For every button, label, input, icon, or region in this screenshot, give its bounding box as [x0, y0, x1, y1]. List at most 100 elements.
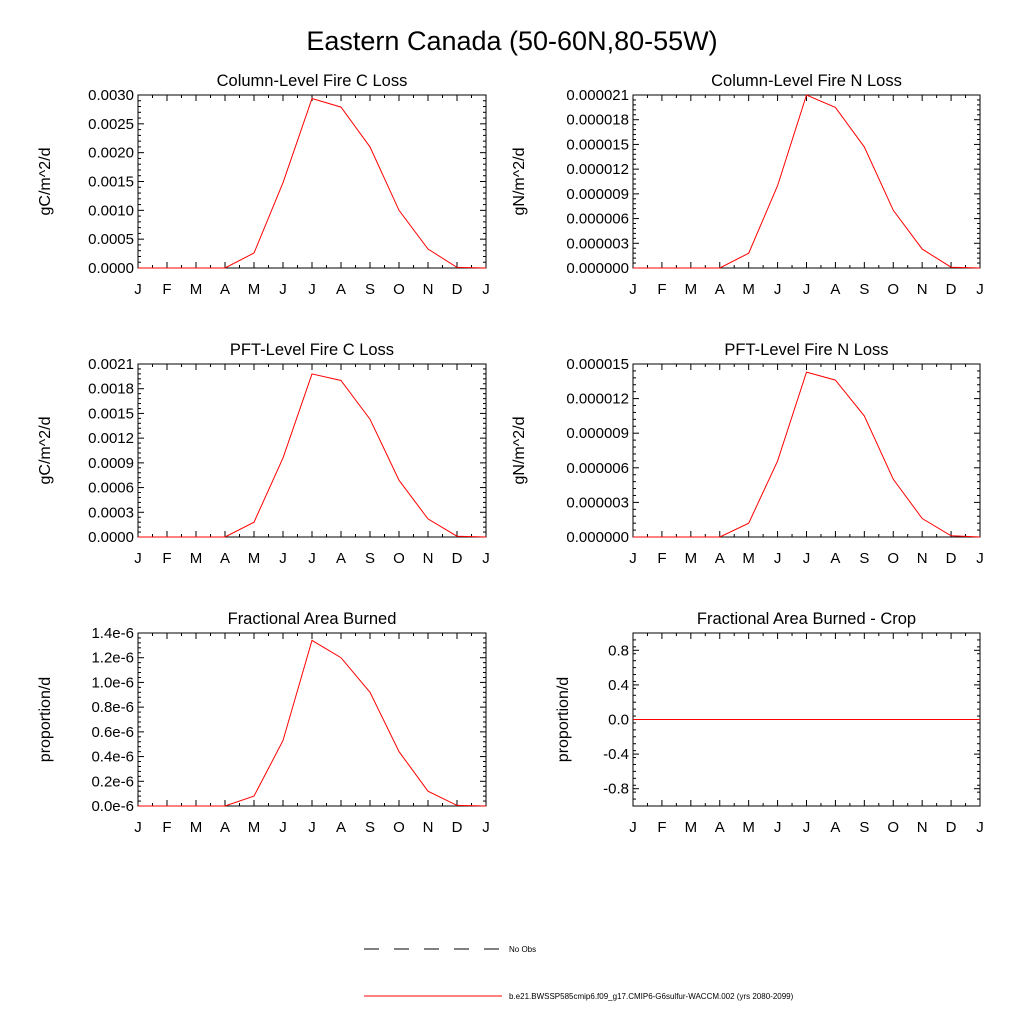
x-tick-label: N — [423, 550, 434, 567]
y-axis-label: proportion/d — [37, 677, 54, 762]
x-tick-label: J — [976, 550, 984, 567]
y-tick-label: 0.000012 — [566, 391, 629, 408]
x-tick-label: S — [365, 550, 375, 567]
x-tick-label: J — [279, 550, 287, 567]
y-tick-label: 0.0005 — [88, 231, 134, 248]
x-tick-label: D — [452, 550, 463, 567]
x-tick-label: A — [220, 281, 230, 298]
x-tick-label: J — [482, 819, 490, 836]
x-tick-label: M — [190, 281, 203, 298]
x-tick-label: M — [248, 281, 261, 298]
x-tick-label: F — [657, 550, 666, 567]
y-tick-label: 0.0000 — [88, 529, 134, 546]
y-tick-label: 0.0015 — [88, 405, 134, 422]
plot-frame — [137, 632, 487, 807]
y-tick-label: 0.000015 — [566, 356, 629, 373]
y-tick-label: -0.8 — [603, 781, 629, 798]
panel-title: PFT-Level Fire C Loss — [230, 341, 394, 359]
y-tick-label: 0.0009 — [88, 455, 134, 472]
series-line-1 — [633, 371, 981, 538]
x-tick-label: J — [134, 550, 142, 567]
x-tick-label: A — [830, 819, 840, 836]
y-tick-label: 0.0003 — [88, 504, 134, 521]
y-tick-label: -0.4 — [603, 746, 629, 763]
x-tick-label: S — [859, 550, 869, 567]
y-tick-label: 0.2e-6 — [91, 773, 134, 790]
y-tick-label: 0.4e-6 — [91, 749, 134, 766]
x-tick-label: J — [482, 550, 490, 567]
series-line-1 — [138, 97, 487, 269]
y-tick-label: 0.0000 — [88, 260, 134, 277]
series-line-1 — [633, 94, 981, 269]
x-tick-label: O — [393, 550, 405, 567]
y-axis-label: gN/m^2/d — [511, 417, 528, 485]
x-tick-label: N — [917, 550, 928, 567]
x-tick-label: M — [190, 550, 203, 567]
x-tick-label: M — [190, 819, 203, 836]
y-tick-label: 0.000000 — [566, 529, 629, 546]
x-tick-label: S — [365, 281, 375, 298]
x-tick-label: J — [803, 281, 811, 298]
y-tick-label: 0.000021 — [566, 87, 629, 104]
y-tick-label: 0.8e-6 — [91, 699, 134, 716]
y-tick-label: 0.8 — [608, 642, 629, 659]
x-tick-label: J — [976, 281, 984, 298]
x-tick-label: M — [742, 281, 755, 298]
x-tick-label: M — [685, 819, 698, 836]
y-tick-label: 0.0012 — [88, 430, 134, 447]
x-tick-label: D — [452, 819, 463, 836]
x-tick-label: J — [482, 281, 490, 298]
x-tick-label: M — [248, 819, 261, 836]
x-tick-label: J — [134, 819, 142, 836]
x-tick-label: A — [336, 281, 346, 298]
x-tick-label: O — [393, 819, 405, 836]
y-tick-label: 0.0025 — [88, 116, 134, 133]
x-tick-label: J — [774, 819, 782, 836]
y-tick-label: 1.0e-6 — [91, 674, 134, 691]
y-axis-label: gC/m^2/d — [37, 148, 54, 216]
x-tick-label: A — [830, 281, 840, 298]
x-tick-label: A — [830, 550, 840, 567]
y-tick-label: 0.0015 — [88, 174, 134, 191]
x-tick-label: J — [803, 550, 811, 567]
main-title: Eastern Canada (50-60N,80-55W) — [306, 26, 717, 56]
y-tick-label: 0.6e-6 — [91, 724, 134, 741]
x-tick-label: N — [917, 281, 928, 298]
x-tick-label: D — [946, 819, 957, 836]
panel-title: Column-Level Fire C Loss — [217, 72, 408, 90]
x-tick-label: M — [742, 550, 755, 567]
x-tick-label: D — [946, 281, 957, 298]
plot-frame — [632, 94, 981, 269]
x-tick-label: J — [976, 819, 984, 836]
x-tick-label: D — [946, 550, 957, 567]
x-tick-label: J — [308, 550, 316, 567]
plot-frame — [137, 94, 487, 269]
y-tick-label: 1.2e-6 — [91, 650, 134, 667]
x-tick-label: J — [803, 819, 811, 836]
x-tick-label: M — [742, 819, 755, 836]
x-tick-label: D — [452, 281, 463, 298]
x-tick-label: F — [162, 550, 171, 567]
x-tick-label: J — [629, 281, 637, 298]
legend: No Obs b.e21.BWSSP585cmip6.f09_g17.CMIP6… — [364, 945, 794, 1001]
y-tick-label: 0.000015 — [566, 136, 629, 153]
x-tick-label: A — [715, 819, 725, 836]
series-line-1 — [138, 373, 487, 538]
x-tick-label: J — [134, 281, 142, 298]
x-tick-label: N — [917, 819, 928, 836]
y-axis-label: gN/m^2/d — [511, 148, 528, 216]
x-tick-label: M — [685, 550, 698, 567]
x-tick-label: F — [657, 819, 666, 836]
x-tick-label: J — [308, 819, 316, 836]
x-tick-label: A — [715, 281, 725, 298]
y-tick-label: 1.4e-6 — [91, 625, 134, 642]
y-axis-label: gC/m^2/d — [37, 417, 54, 485]
x-tick-label: O — [393, 281, 405, 298]
plot-frame — [632, 363, 981, 538]
y-tick-label: 0.0010 — [88, 202, 134, 219]
